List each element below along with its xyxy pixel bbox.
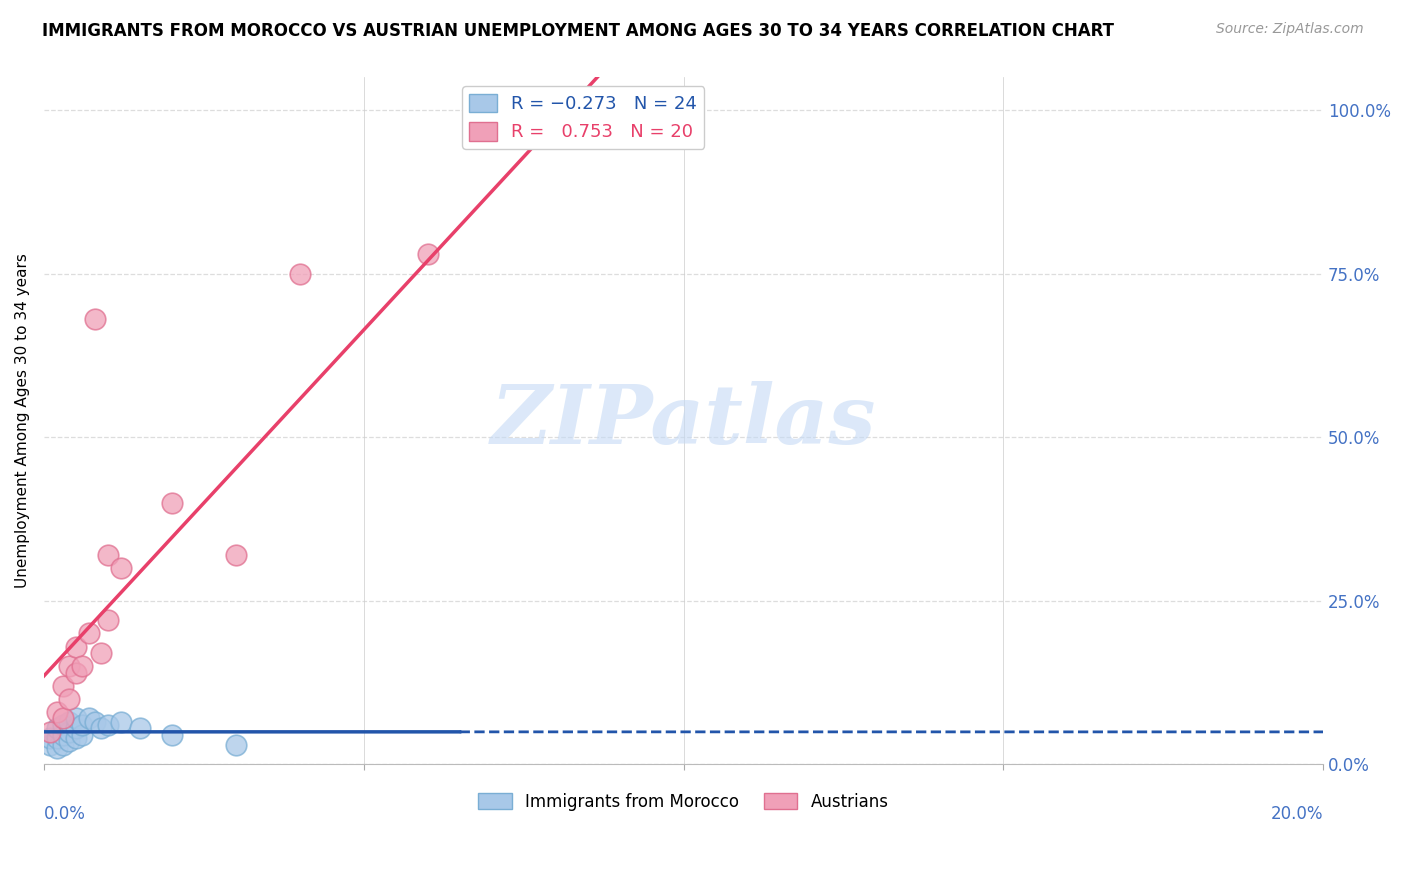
Point <box>72 718 94 732</box>
Point <box>609 103 631 117</box>
Point <box>52 728 75 742</box>
Text: 0.0%: 0.0% <box>44 805 86 823</box>
Point <box>65 665 87 680</box>
Point <box>58 724 80 739</box>
Point <box>65 640 87 654</box>
Point <box>65 721 87 735</box>
Point <box>58 714 80 729</box>
Y-axis label: Unemployment Among Ages 30 to 34 years: Unemployment Among Ages 30 to 34 years <box>15 253 30 589</box>
Point <box>65 711 87 725</box>
Point <box>52 679 75 693</box>
Point <box>58 659 80 673</box>
Point <box>52 738 75 752</box>
Point <box>90 721 112 735</box>
Point <box>110 561 132 575</box>
Point <box>45 740 67 755</box>
Point <box>97 548 120 562</box>
Point <box>58 734 80 748</box>
Point <box>45 705 67 719</box>
Point <box>65 731 87 745</box>
Point <box>288 267 311 281</box>
Point <box>58 691 80 706</box>
Point <box>97 613 120 627</box>
Point <box>84 714 107 729</box>
Point <box>416 247 439 261</box>
Point <box>72 728 94 742</box>
Text: ZIPatlas: ZIPatlas <box>491 381 876 461</box>
Point <box>84 312 107 326</box>
Point <box>77 711 100 725</box>
Point <box>97 718 120 732</box>
Text: 20.0%: 20.0% <box>1271 805 1323 823</box>
Point <box>77 626 100 640</box>
Point <box>39 724 62 739</box>
Point <box>160 495 183 509</box>
Point <box>90 646 112 660</box>
Point <box>128 721 150 735</box>
Text: IMMIGRANTS FROM MOROCCO VS AUSTRIAN UNEMPLOYMENT AMONG AGES 30 TO 34 YEARS CORRE: IMMIGRANTS FROM MOROCCO VS AUSTRIAN UNEM… <box>42 22 1114 40</box>
Text: Source: ZipAtlas.com: Source: ZipAtlas.com <box>1216 22 1364 37</box>
Point <box>52 718 75 732</box>
Point <box>160 728 183 742</box>
Point <box>225 548 247 562</box>
Point <box>110 714 132 729</box>
Point <box>52 711 75 725</box>
Point <box>225 738 247 752</box>
Legend: Immigrants from Morocco, Austrians: Immigrants from Morocco, Austrians <box>471 787 896 818</box>
Point <box>39 738 62 752</box>
Point <box>39 731 62 745</box>
Point <box>72 659 94 673</box>
Point <box>45 721 67 735</box>
Point <box>45 731 67 745</box>
